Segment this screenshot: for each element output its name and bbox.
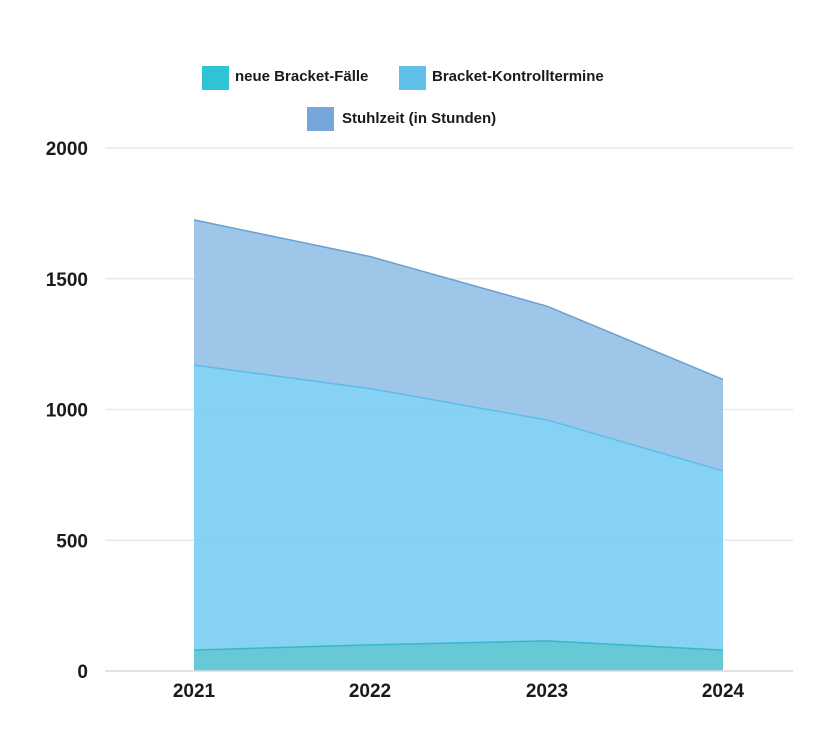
legend-swatch	[307, 107, 334, 131]
legend-item-1: neue Bracket-Fälle	[202, 66, 368, 90]
legend-swatch	[202, 66, 229, 90]
area-series-1	[194, 640, 723, 671]
y-tick-label: 0	[77, 662, 88, 683]
series-line-3	[193, 219, 724, 381]
x-tick-label: 2021	[173, 681, 216, 702]
y-tick-label: 2000	[46, 139, 88, 160]
x-tick-label: 2023	[526, 681, 568, 702]
x-axis: 2021 2022 2023 2024	[173, 681, 745, 702]
y-tick-label: 500	[56, 531, 88, 552]
legend-item-2: Bracket-Kontrolltermine	[399, 66, 604, 90]
legend-swatch	[399, 66, 426, 90]
legend-label: Stuhlzeit (in Stunden)	[342, 110, 496, 127]
y-tick-label: 1500	[46, 270, 88, 291]
legend-item-3: Stuhlzeit (in Stunden)	[307, 107, 496, 131]
area-series-2	[194, 365, 723, 651]
series-line-2	[193, 364, 724, 472]
area-layer	[194, 219, 723, 671]
y-axis: 0 500 1000 1500 2000	[46, 139, 88, 683]
legend: neue Bracket-Fälle Bracket-Kontrolltermin…	[202, 66, 604, 131]
y-tick-label: 1000	[46, 401, 88, 422]
area-series-3	[194, 219, 723, 471]
line-layer	[105, 219, 793, 672]
legend-label: Bracket-Kontrolltermine	[432, 68, 604, 85]
legend-label: neue Bracket-Fälle	[235, 68, 368, 85]
series-line-1	[193, 640, 724, 651]
x-tick-label: 2024	[702, 681, 745, 702]
x-tick-label: 2022	[349, 681, 391, 702]
